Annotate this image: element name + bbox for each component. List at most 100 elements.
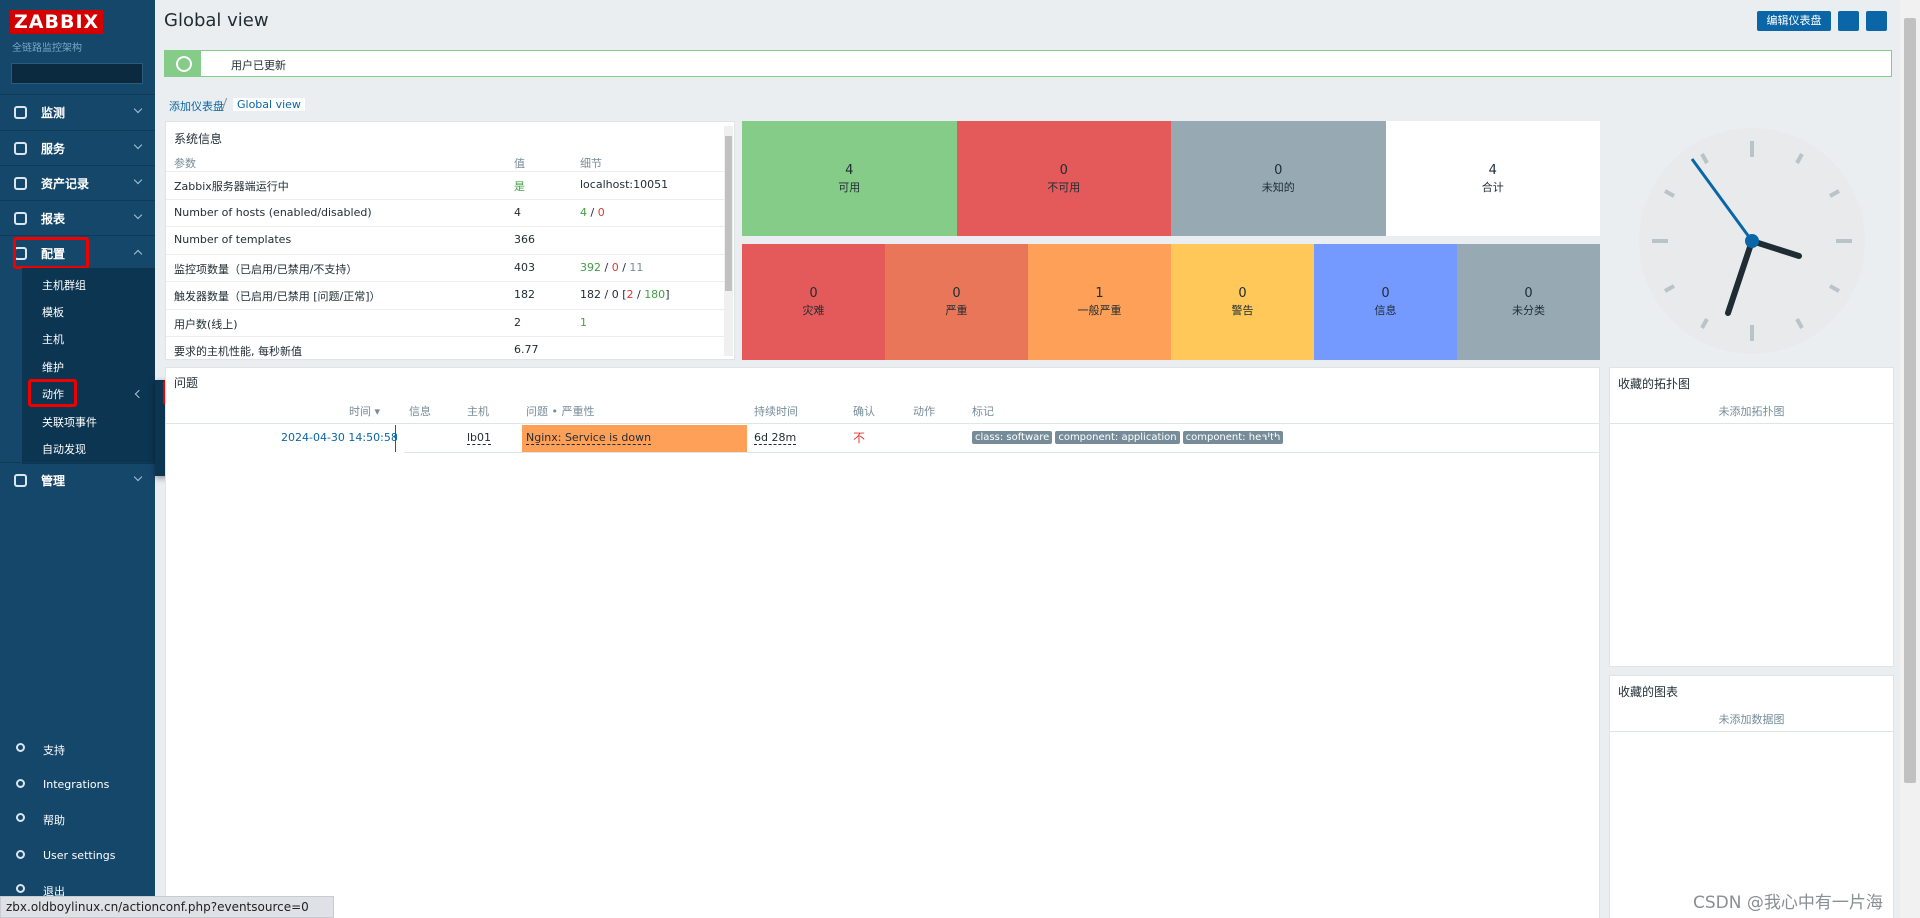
tag: class: software	[972, 431, 1053, 444]
problem-host[interactable]: lb01	[467, 431, 492, 445]
severity-count: 1	[1095, 286, 1104, 301]
row-divider	[166, 226, 726, 227]
detail-part: ]	[665, 288, 670, 301]
success-icon	[176, 56, 192, 72]
column-header: 时间 ▾	[349, 405, 381, 418]
menu-item[interactable]: 配置	[0, 235, 155, 269]
severity-block[interactable]: 0 严重	[885, 244, 1028, 360]
menu-item[interactable]: 报表	[0, 200, 155, 234]
problem-name[interactable]: Nginx: Service is down	[526, 431, 652, 445]
details: 392 / 0 / 11	[580, 261, 643, 274]
chevron	[133, 104, 143, 114]
severity-label: 灾难	[802, 304, 825, 317]
detail-part: 4	[580, 205, 587, 219]
bottom-menu-item[interactable]: 退出	[43, 885, 65, 898]
column-header: 参数	[174, 157, 196, 170]
bottom-menu-item[interactable]: User settings	[43, 849, 116, 862]
logo: ZABBIX	[10, 10, 104, 34]
details: 4 / 0	[580, 206, 605, 219]
problem-time[interactable]: 2024-04-30 14:50:58	[281, 431, 398, 444]
severity-block[interactable]: 0 信息	[1314, 244, 1457, 360]
system-info-widget: 系统信息 参数 值 细节 Zabbix服务器端运行中 是 localhost:10051 Nu…	[165, 121, 735, 360]
value: 是	[514, 180, 525, 193]
detail-part: /	[587, 205, 598, 219]
availability-count: 0	[1059, 163, 1068, 178]
watermark: CSDN @我心中有一片海	[1693, 893, 1883, 913]
detail-part: localhost:10051	[580, 178, 669, 191]
submenu-item[interactable]: 模板	[42, 306, 64, 319]
availability-block: 0 未知的	[1171, 121, 1386, 236]
submenu-item[interactable]: 主机群组	[42, 279, 86, 292]
detail-part: /	[633, 288, 645, 301]
value: 366	[514, 233, 535, 246]
detail-part: /	[618, 260, 630, 274]
header-divider	[166, 423, 1599, 424]
availability-block: 4 合计	[1385, 121, 1600, 236]
severity-label: 未分类	[1512, 304, 1545, 317]
search-box[interactable]	[11, 63, 143, 84]
value: 2	[514, 315, 521, 329]
widget-title: 问题	[174, 376, 199, 390]
problems-widget: 问题 时间 ▾ 信息 主机 问题 • 严重性 持续时间 确认 动作 标记 2024-04-30 1…	[165, 367, 1600, 918]
param: 用户数(线上)	[174, 317, 238, 331]
submenu-item[interactable]: 主机	[42, 333, 64, 346]
details: localhost:10051	[580, 178, 668, 191]
bottom-menu-item[interactable]: 帮助	[43, 814, 65, 827]
problem-duration[interactable]: 6d 28m	[754, 431, 797, 445]
fav-graphs-widget: 收藏的图表 未添加数据图	[1609, 675, 1894, 918]
severity-count: 0	[1524, 286, 1533, 301]
tag: component: health	[1182, 431, 1284, 444]
widget-title: 收藏的图表	[1618, 685, 1679, 699]
menu-label: 报表	[41, 212, 66, 226]
row-divider	[166, 171, 726, 172]
breadcrumb-item[interactable]: Global view	[233, 98, 305, 111]
submenu-item[interactable]: 自动发现	[42, 443, 86, 456]
breadcrumb-item[interactable]: 添加仪表盘	[169, 100, 224, 113]
menu-item[interactable]: 服务	[0, 130, 155, 164]
tag: component: application	[1055, 431, 1180, 444]
detail-part: 0	[611, 260, 619, 274]
menu-button[interactable]	[1838, 11, 1859, 31]
detail-part: 11	[629, 260, 644, 274]
availability-count: 4	[1488, 163, 1497, 178]
bottom-menu-item[interactable]: Integrations	[43, 778, 110, 791]
severity-count: 0	[809, 286, 818, 301]
submenu-item[interactable]: 关联项事件	[42, 416, 97, 429]
menu-icon	[16, 884, 25, 893]
availability-label: 合计	[1481, 181, 1504, 194]
menu-icon	[16, 779, 25, 788]
submenu-item[interactable]: 维护	[42, 361, 64, 374]
menu-icon	[16, 850, 25, 859]
menu-item[interactable]: 资产记录	[0, 165, 155, 199]
column-header: 标记	[972, 405, 994, 418]
submenu-item[interactable]: 动作	[42, 388, 64, 401]
menu-item[interactable]: 管理	[0, 462, 155, 496]
fav-maps-widget: 收藏的拓扑图 未添加拓扑图	[1609, 367, 1894, 667]
row-divider	[404, 452, 1599, 453]
severity-block[interactable]: 0 未分类	[1457, 244, 1600, 360]
menu-item[interactable]: 监测	[0, 94, 155, 128]
problem-ack[interactable]: 不	[853, 431, 866, 445]
details: 1	[580, 316, 587, 329]
severity-block[interactable]: 1 一般严重	[1028, 244, 1171, 360]
details: 182 / 0 [2 / 180]	[580, 288, 669, 301]
menu-icon	[14, 177, 27, 190]
param: 触发器数量（已启用/已禁用 [问题/正常]）	[174, 290, 381, 303]
bottom-menu-item[interactable]: 支持	[43, 744, 65, 757]
logo-subtitle: 全链路监控架构	[12, 43, 82, 54]
severity-block[interactable]: 0 警告	[1171, 244, 1314, 360]
more-dots[interactable]	[1262, 437, 1276, 440]
severity-block[interactable]: 0 灾难	[742, 244, 885, 360]
severity-count: 0	[952, 286, 961, 301]
column-header: 值	[514, 157, 525, 170]
column-header: 主机	[467, 405, 489, 418]
menu-icon	[14, 142, 27, 155]
edit-button[interactable]: 编辑仪表盘	[1757, 11, 1831, 31]
value: 182	[514, 288, 535, 301]
row-divider	[166, 198, 726, 200]
severity-label: 严重	[945, 304, 968, 317]
fullscreen-button[interactable]	[1866, 11, 1887, 31]
highlight	[13, 237, 89, 269]
menu-label: 监测	[41, 106, 66, 120]
